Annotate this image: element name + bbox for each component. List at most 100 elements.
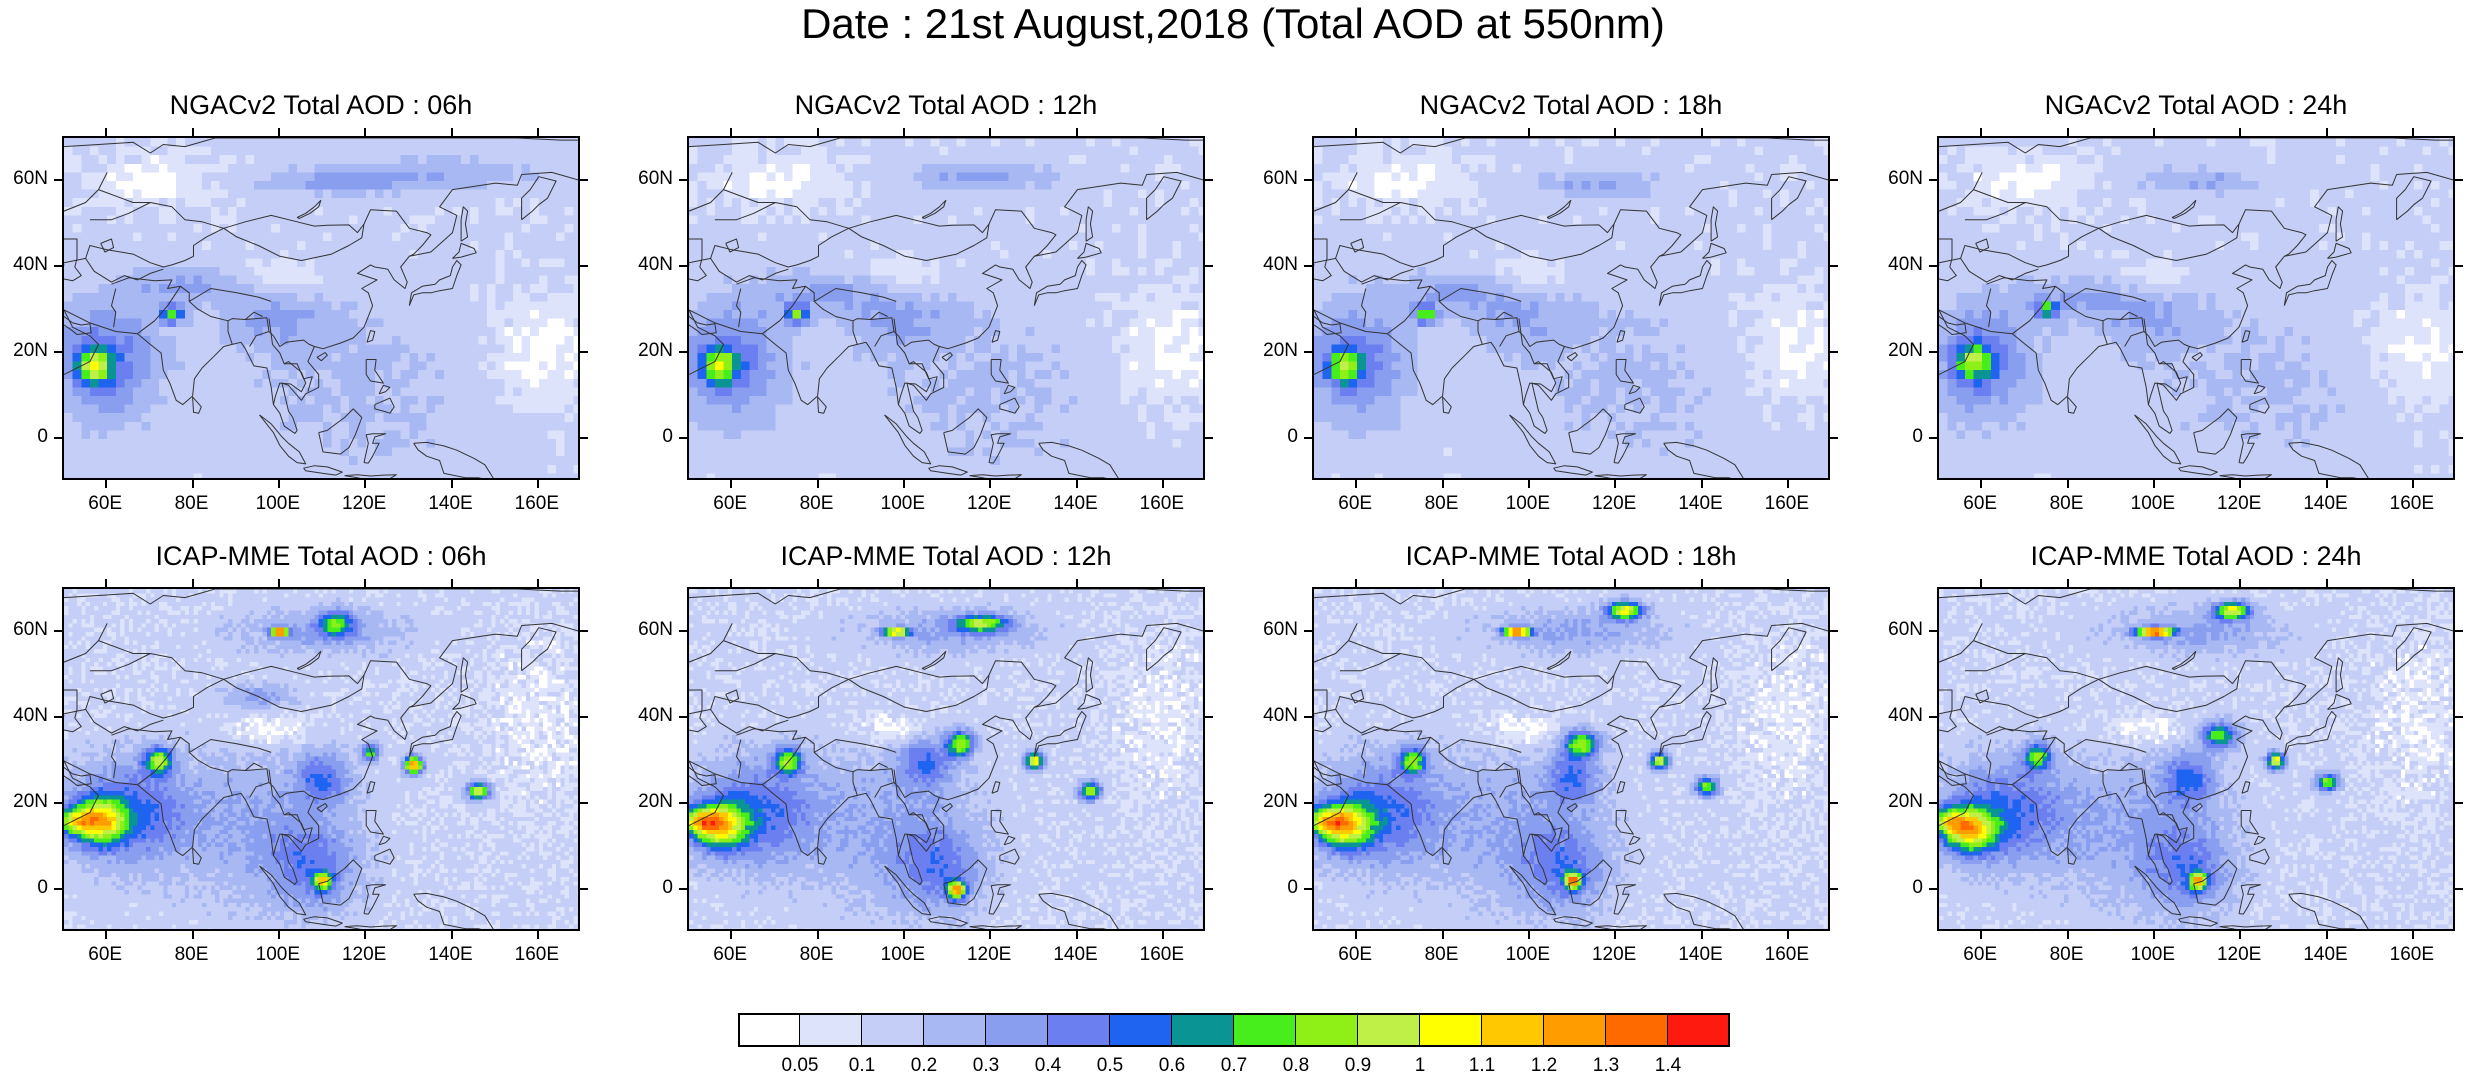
- lat-tick: [1929, 802, 1937, 804]
- lat-tick-label: 0: [1875, 878, 1923, 898]
- lat-tick: [1304, 437, 1312, 439]
- colorbar-label: 0.7: [1204, 1056, 1264, 1076]
- lon-tick-label: 100E: [868, 945, 938, 965]
- aod-grid-cells: [689, 589, 1205, 931]
- lon-tick: [1614, 480, 1616, 488]
- lat-tick: [1929, 630, 1937, 632]
- aod-map: [1312, 136, 1830, 480]
- lon-tick: [105, 128, 107, 136]
- lat-tick: [1830, 716, 1838, 718]
- lat-tick: [679, 437, 687, 439]
- lon-tick: [537, 128, 539, 136]
- aod-map: [687, 587, 1205, 931]
- colorbar-outline: [738, 1013, 1730, 1047]
- aod-grid-cells: [689, 138, 1205, 480]
- lon-tick: [903, 128, 905, 136]
- lon-tick: [105, 579, 107, 587]
- lat-tick: [1304, 179, 1312, 181]
- lat-tick: [1304, 716, 1312, 718]
- lon-tick: [1528, 579, 1530, 587]
- lon-tick: [817, 579, 819, 587]
- lon-tick: [451, 480, 453, 488]
- lon-tick-label: 140E: [1666, 494, 1736, 514]
- aod-field: [64, 589, 580, 931]
- lon-tick: [2239, 128, 2241, 136]
- lon-tick: [1355, 579, 1357, 587]
- lat-tick-label: 0: [625, 427, 673, 447]
- lon-tick: [192, 128, 194, 136]
- lon-tick: [989, 128, 991, 136]
- lat-tick-label: 60N: [1875, 620, 1923, 640]
- lon-tick: [278, 931, 280, 939]
- lon-tick: [1528, 931, 1530, 939]
- lon-tick: [1701, 480, 1703, 488]
- lat-tick: [1929, 716, 1937, 718]
- lon-tick: [278, 128, 280, 136]
- lat-tick-label: 0: [0, 427, 48, 447]
- figure-title: Date : 21st August,2018 (Total AOD at 55…: [0, 0, 2466, 48]
- panel-title: ICAP-MME Total AOD : 06h: [2, 541, 640, 571]
- lon-tick-label: 160E: [502, 494, 572, 514]
- lon-tick: [730, 931, 732, 939]
- lat-tick-label: 60N: [625, 620, 673, 640]
- lon-tick-label: 120E: [2204, 494, 2274, 514]
- lat-tick: [679, 179, 687, 181]
- lon-tick: [192, 579, 194, 587]
- lat-tick: [679, 802, 687, 804]
- lon-tick: [1442, 579, 1444, 587]
- lon-tick-label: 120E: [329, 945, 399, 965]
- lat-tick: [1304, 888, 1312, 890]
- lon-tick: [1162, 128, 1164, 136]
- lat-tick: [1304, 630, 1312, 632]
- aod-map: [1937, 136, 2455, 480]
- lon-tick: [1442, 931, 1444, 939]
- colorbar-label: 1.2: [1514, 1056, 1574, 1076]
- lat-tick-label: 40N: [1875, 706, 1923, 726]
- lat-tick: [1830, 630, 1838, 632]
- lat-tick: [580, 888, 588, 890]
- lon-tick: [903, 480, 905, 488]
- colorbar-label: 0.05: [770, 1056, 830, 1076]
- lon-tick: [364, 128, 366, 136]
- lat-tick-label: 0: [1250, 427, 1298, 447]
- lat-tick-label: 60N: [1875, 169, 1923, 189]
- lat-tick: [2455, 802, 2463, 804]
- colorbar-label: 0.4: [1018, 1056, 1078, 1076]
- lon-tick-label: 80E: [157, 494, 227, 514]
- lon-tick: [105, 480, 107, 488]
- lon-tick: [2067, 480, 2069, 488]
- lat-tick: [1205, 716, 1213, 718]
- lon-tick: [2412, 480, 2414, 488]
- lat-tick: [1830, 437, 1838, 439]
- aod-grid-cells: [64, 138, 580, 480]
- aod-map: [62, 587, 580, 931]
- lat-tick: [54, 351, 62, 353]
- lat-tick: [1830, 265, 1838, 267]
- lon-tick: [989, 480, 991, 488]
- lat-tick-label: 60N: [1250, 169, 1298, 189]
- lon-tick: [192, 480, 194, 488]
- lat-tick-label: 20N: [0, 792, 48, 812]
- lat-tick: [2455, 437, 2463, 439]
- lat-tick: [1830, 888, 1838, 890]
- lon-tick: [730, 579, 732, 587]
- lat-tick: [1205, 630, 1213, 632]
- lon-tick: [2239, 579, 2241, 587]
- lon-tick: [2326, 579, 2328, 587]
- lat-tick: [54, 630, 62, 632]
- lon-tick: [1787, 480, 1789, 488]
- lon-tick-label: 60E: [70, 945, 140, 965]
- lat-tick: [1304, 265, 1312, 267]
- lon-tick-label: 120E: [954, 494, 1024, 514]
- lon-tick-label: 60E: [70, 494, 140, 514]
- lon-tick: [2153, 579, 2155, 587]
- lon-tick: [1076, 480, 1078, 488]
- lat-tick: [1304, 351, 1312, 353]
- lon-tick: [2412, 579, 2414, 587]
- lon-tick: [989, 931, 991, 939]
- lat-tick: [1929, 437, 1937, 439]
- lat-tick: [2455, 630, 2463, 632]
- lon-tick-label: 160E: [1752, 945, 1822, 965]
- colorbar-label: 1: [1390, 1056, 1450, 1076]
- lon-tick-label: 140E: [1041, 494, 1111, 514]
